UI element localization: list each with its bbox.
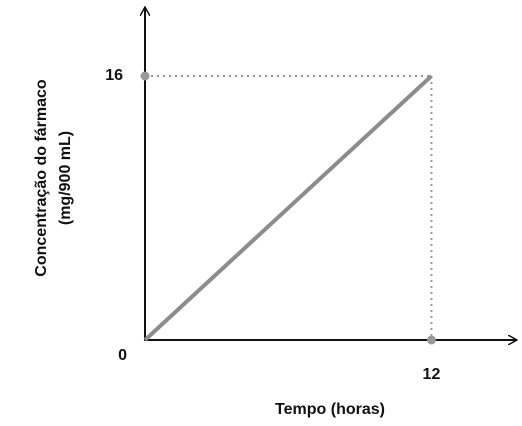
y-tick-label: 16 (105, 67, 123, 84)
y-tick-label: 0 (118, 347, 127, 364)
x-tick-label: 12 (423, 366, 441, 383)
y-axis-label-line: (mg/900 mL) (57, 131, 74, 225)
tick-dot (140, 71, 150, 81)
x-axis-label: Tempo (horas) (275, 401, 385, 418)
y-axis-label-line: Concentração do fármaco (33, 79, 50, 277)
data-line (143, 74, 433, 342)
y-axis-label: Concentração do fármaco (mg/900 mL) (33, 79, 74, 277)
tick-dot (426, 335, 436, 345)
